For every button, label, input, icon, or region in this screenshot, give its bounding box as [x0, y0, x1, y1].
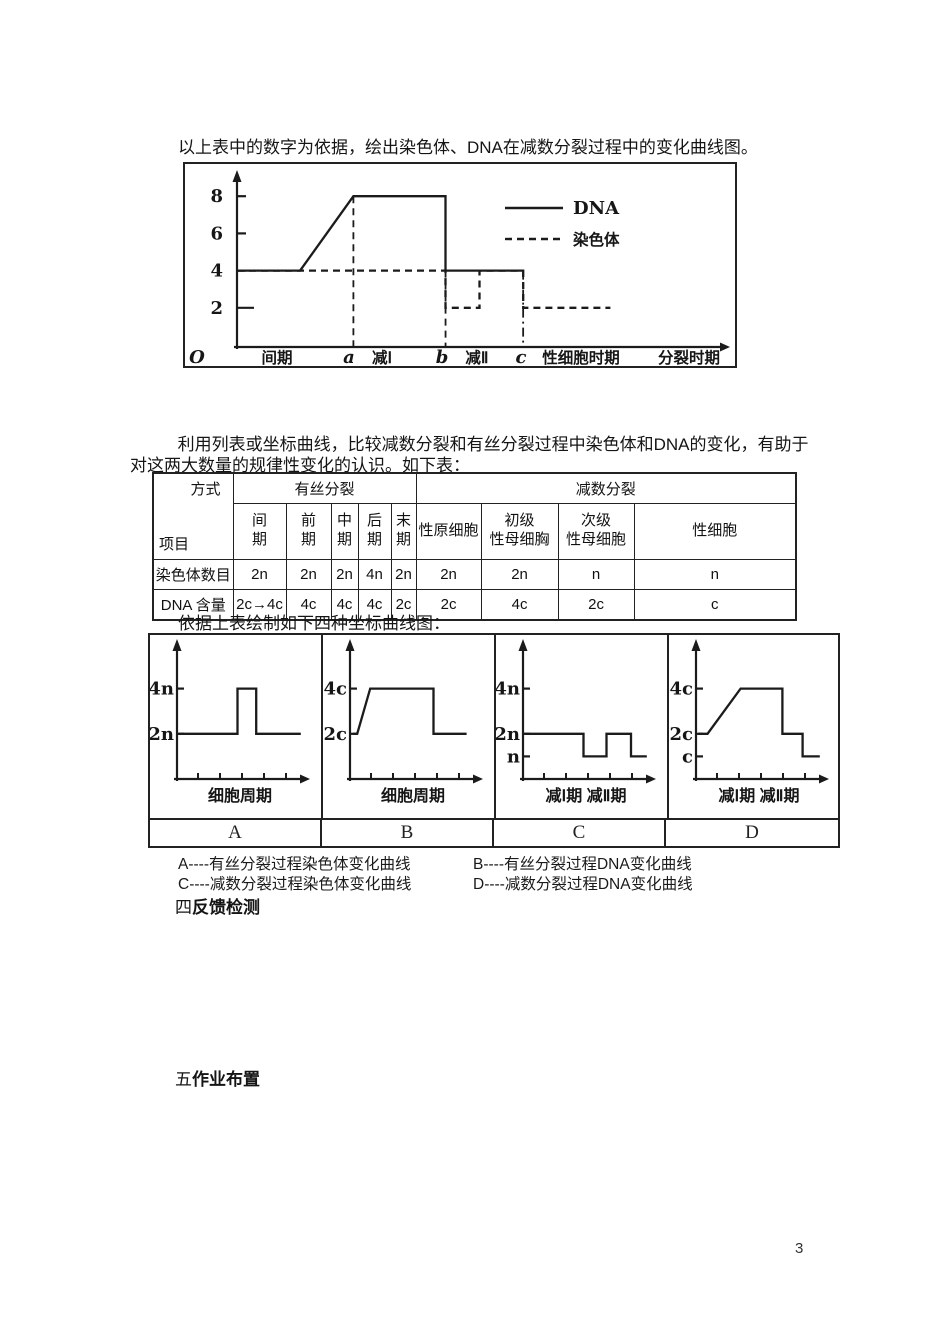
svg-text:O: O: [189, 347, 205, 366]
svg-text:2n: 2n: [496, 724, 520, 745]
section-title: 反馈检测: [192, 898, 260, 917]
svg-text:b: b: [436, 347, 449, 366]
table-cell: 2c: [390, 588, 417, 621]
caption-A: A----有丝分裂过程染色体变化曲线: [178, 856, 411, 873]
phase-header: 间 期: [232, 502, 287, 560]
comparison-paragraph: 利用列表或坐标曲线，比较减数分裂和有丝分裂过程中染色体和DNA的变化，有助于对这…: [130, 435, 809, 475]
svg-text:4n: 4n: [496, 679, 520, 700]
table-cell: 2c: [557, 588, 635, 621]
meiosis-chart-figure: 8 6 4 2 O 间期 a 减Ⅰ b 减Ⅱ c 性细胞时期 分裂时期 DNA 染色体: [183, 162, 737, 368]
svg-text:4n: 4n: [150, 679, 174, 700]
caption-B: B----有丝分裂过程DNA变化曲线: [473, 856, 692, 873]
mini-chart-C: 4n 2nn 减Ⅰ期 减Ⅱ期: [496, 639, 656, 805]
svg-text:2c: 2c: [324, 724, 348, 745]
table-row: 染色体数目 2n 2n 2n 4n 2n 2n 2n n n: [152, 558, 797, 590]
svg-text:减Ⅰ期 减Ⅱ期: 减Ⅰ期 减Ⅱ期: [718, 786, 799, 805]
page-number: 3: [795, 1240, 804, 1257]
meiosis-curve-chart: 8 6 4 2 O 间期 a 减Ⅰ b 减Ⅱ c 性细胞时期 分裂时期 DNA 染色体: [189, 170, 730, 366]
panel-cell-D: 4c 2c c 减Ⅰ期 减Ⅱ期: [669, 635, 840, 818]
table-cell: 2n: [480, 558, 559, 590]
table-cell: 4n: [357, 558, 392, 590]
table-cell: n: [633, 558, 797, 590]
table-cell: 2n: [415, 558, 482, 590]
table-cell: 2n: [232, 558, 287, 590]
panel-cell-B: 4c 2c 细胞周期: [323, 635, 496, 818]
svg-text:减Ⅰ: 减Ⅰ: [372, 348, 392, 366]
svg-text:间期: 间期: [261, 348, 292, 366]
phase-header: 性原细胞: [415, 502, 482, 560]
svg-text:减Ⅱ: 减Ⅱ: [465, 348, 488, 366]
table-cell: c: [633, 588, 797, 621]
svg-text:6: 6: [210, 223, 223, 244]
phase-header: 前 期: [285, 502, 332, 560]
phase-header: 末 期: [390, 502, 417, 560]
corner-bottom-label: 项目: [159, 535, 190, 553]
panel-label-A: A: [150, 820, 322, 846]
table-cell: 4c: [480, 588, 559, 621]
chart-captions: A----有丝分裂过程染色体变化曲线 B----有丝分裂过程DNA变化曲线 C-…: [178, 855, 693, 895]
section-homework: 五作业布置: [175, 1065, 260, 1090]
mitosis-meiosis-table: 方式 项目 有丝分裂 减数分裂 间 期 前 期 中 期 后 期 末 期 性原细胞…: [152, 472, 798, 621]
panel-label-C: C: [494, 820, 666, 846]
svg-text:细胞周期: 细胞周期: [381, 786, 445, 805]
svg-text:4: 4: [210, 261, 223, 282]
row-label: 染色体数目: [152, 558, 234, 590]
table-cell: 2c→4c: [232, 588, 287, 621]
section-feedback-test: 四反馈检测: [175, 893, 260, 918]
panel-label-B: B: [322, 820, 494, 846]
intro-text: 以上表中的数字为依据，绘出染色体、DNA在减数分裂过程中的变化曲线图。: [178, 138, 758, 157]
svg-text:染色体: 染色体: [572, 230, 620, 249]
table-corner-cell: 方式 项目: [152, 472, 234, 560]
panel-label-row: A B C D: [150, 818, 838, 846]
table-cell: 4c: [357, 588, 392, 621]
panel-label-D: D: [745, 822, 759, 843]
svg-text:8: 8: [210, 186, 223, 207]
section-number: 四: [175, 898, 192, 917]
mini-chart-A: 4n 2n 细胞周期: [150, 639, 310, 805]
svg-text:a: a: [343, 347, 355, 366]
panel-cell-C: 4n 2n n 减Ⅰ期 减Ⅱ期: [496, 635, 669, 818]
caption-C: C----减数分裂过程染色体变化曲线: [178, 876, 412, 893]
svg-text:2: 2: [210, 298, 223, 319]
phase-header: 后 期: [357, 502, 392, 560]
group-header-meiosis: 减数分裂: [415, 472, 797, 504]
svg-text:2c: 2c: [670, 724, 694, 745]
panel-intro-text: 依据上表绘制如下四种坐标曲线图：: [178, 614, 450, 633]
svg-text:分裂时期: 分裂时期: [658, 348, 720, 366]
section-number: 五: [175, 1070, 192, 1089]
svg-text:细胞周期: 细胞周期: [208, 786, 272, 805]
mini-chart-B: 4c 2c 细胞周期: [324, 639, 483, 805]
svg-text:c: c: [682, 746, 693, 767]
caption-D: D----减数分裂过程DNA变化曲线: [473, 876, 693, 893]
svg-text:DNA: DNA: [573, 198, 620, 219]
phase-header: 次级 性母细胞: [557, 502, 635, 560]
four-chart-panel: 4n 2n 细胞周期 4c 2c 细胞周期 4n 2n n 减Ⅰ期 减Ⅱ期 4c 2c c 减Ⅰ期 …: [148, 633, 840, 848]
phase-header: 中 期: [330, 502, 359, 560]
phase-header: 性细胞: [633, 502, 797, 560]
corner-top-label: 方式: [190, 481, 221, 498]
table-cell: n: [557, 558, 635, 590]
group-header-mitosis: 有丝分裂: [232, 472, 417, 504]
table-row: DNA 含量 2c→4c 4c 4c 4c 2c 2c 4c 2c c: [152, 588, 797, 621]
section-title: 作业布置: [192, 1070, 260, 1089]
row-label: DNA 含量: [152, 588, 234, 621]
table-cell: 2n: [390, 558, 417, 590]
svg-text:4c: 4c: [324, 679, 348, 700]
phase-header: 初级 性母细胸: [480, 502, 559, 560]
panel-cell-A: 4n 2n 细胞周期: [150, 635, 323, 818]
svg-text:4c: 4c: [670, 679, 694, 700]
table-cell: 2n: [330, 558, 359, 590]
svg-text:c: c: [516, 347, 527, 366]
svg-text:2n: 2n: [150, 724, 174, 745]
mini-chart-D: 4c 2cc 减Ⅰ期 减Ⅱ期: [670, 639, 829, 805]
table-cell: 2n: [285, 558, 332, 590]
panel-chart-row: 4n 2n 细胞周期 4c 2c 细胞周期 4n 2n n 减Ⅰ期 减Ⅱ期 4c 2c c 减Ⅰ期 …: [150, 635, 838, 818]
svg-text:性细胞时期: 性细胞时期: [542, 348, 620, 366]
svg-text:减Ⅰ期 减Ⅱ期: 减Ⅰ期 减Ⅱ期: [545, 786, 626, 805]
svg-text:n: n: [507, 746, 520, 767]
